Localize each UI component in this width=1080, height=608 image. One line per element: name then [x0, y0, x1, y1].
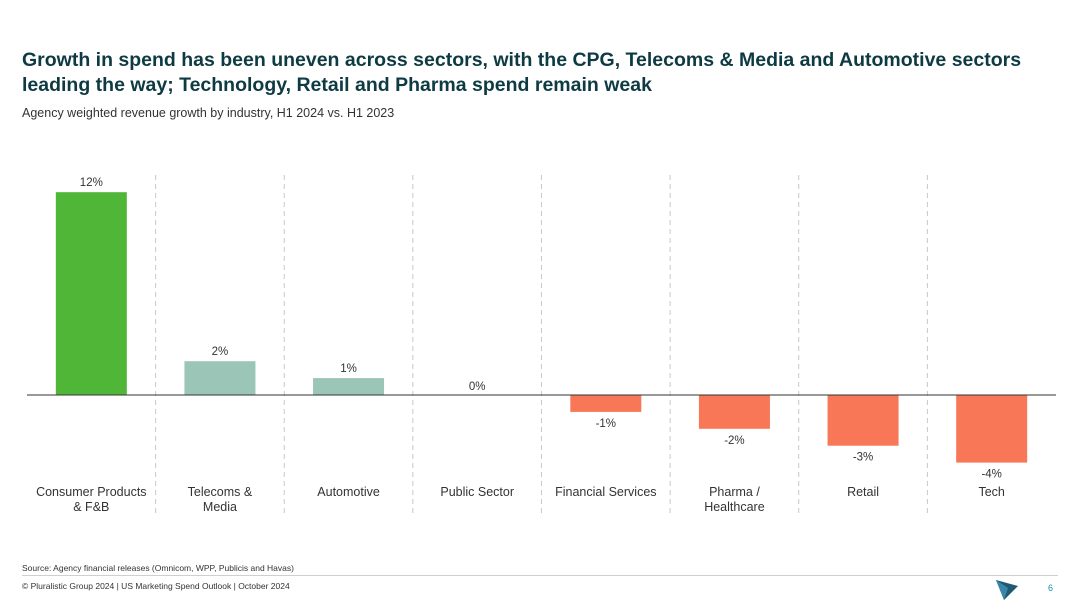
source-note: Source: Agency financial releases (Omnic… — [22, 563, 294, 573]
category-label: Healthcare — [704, 500, 764, 514]
category-label: Pharma / — [709, 485, 760, 499]
bar — [313, 378, 385, 395]
page-subtitle: Agency weighted revenue growth by indust… — [22, 106, 395, 120]
category-label: Public Sector — [440, 485, 514, 499]
data-label: 2% — [212, 346, 229, 358]
category-label: Consumer Products — [36, 485, 146, 499]
data-label: -2% — [724, 435, 744, 447]
bar — [184, 361, 256, 395]
data-label: 1% — [340, 363, 357, 375]
data-label: 0% — [469, 381, 486, 393]
bar — [570, 395, 642, 412]
bar — [698, 395, 770, 429]
data-label: 12% — [80, 177, 103, 189]
data-label: -3% — [853, 452, 873, 464]
category-label: Telecoms & — [188, 485, 253, 499]
category-label: & F&B — [73, 500, 109, 514]
category-label: Automotive — [317, 485, 380, 499]
triangle-logo-icon — [996, 580, 1018, 600]
bar — [55, 192, 127, 395]
footer-divider — [22, 575, 1058, 576]
bar-chart: 12% Consumer Products& F&B 2% Telecoms &Med… — [27, 175, 1056, 515]
category-label: Media — [203, 500, 237, 514]
bar — [827, 395, 899, 446]
data-label: -1% — [596, 418, 616, 430]
page-number: 6 — [1048, 583, 1054, 593]
category-label: Retail — [847, 485, 879, 499]
copyright-note: © Pluralistic Group 2024 | US Marketing … — [22, 581, 290, 591]
bar — [956, 395, 1028, 463]
data-label: -4% — [981, 469, 1001, 481]
category-label: Financial Services — [555, 485, 656, 499]
page-title: Growth in spend has been uneven across s… — [22, 49, 1022, 96]
category-label: Tech — [978, 485, 1004, 499]
